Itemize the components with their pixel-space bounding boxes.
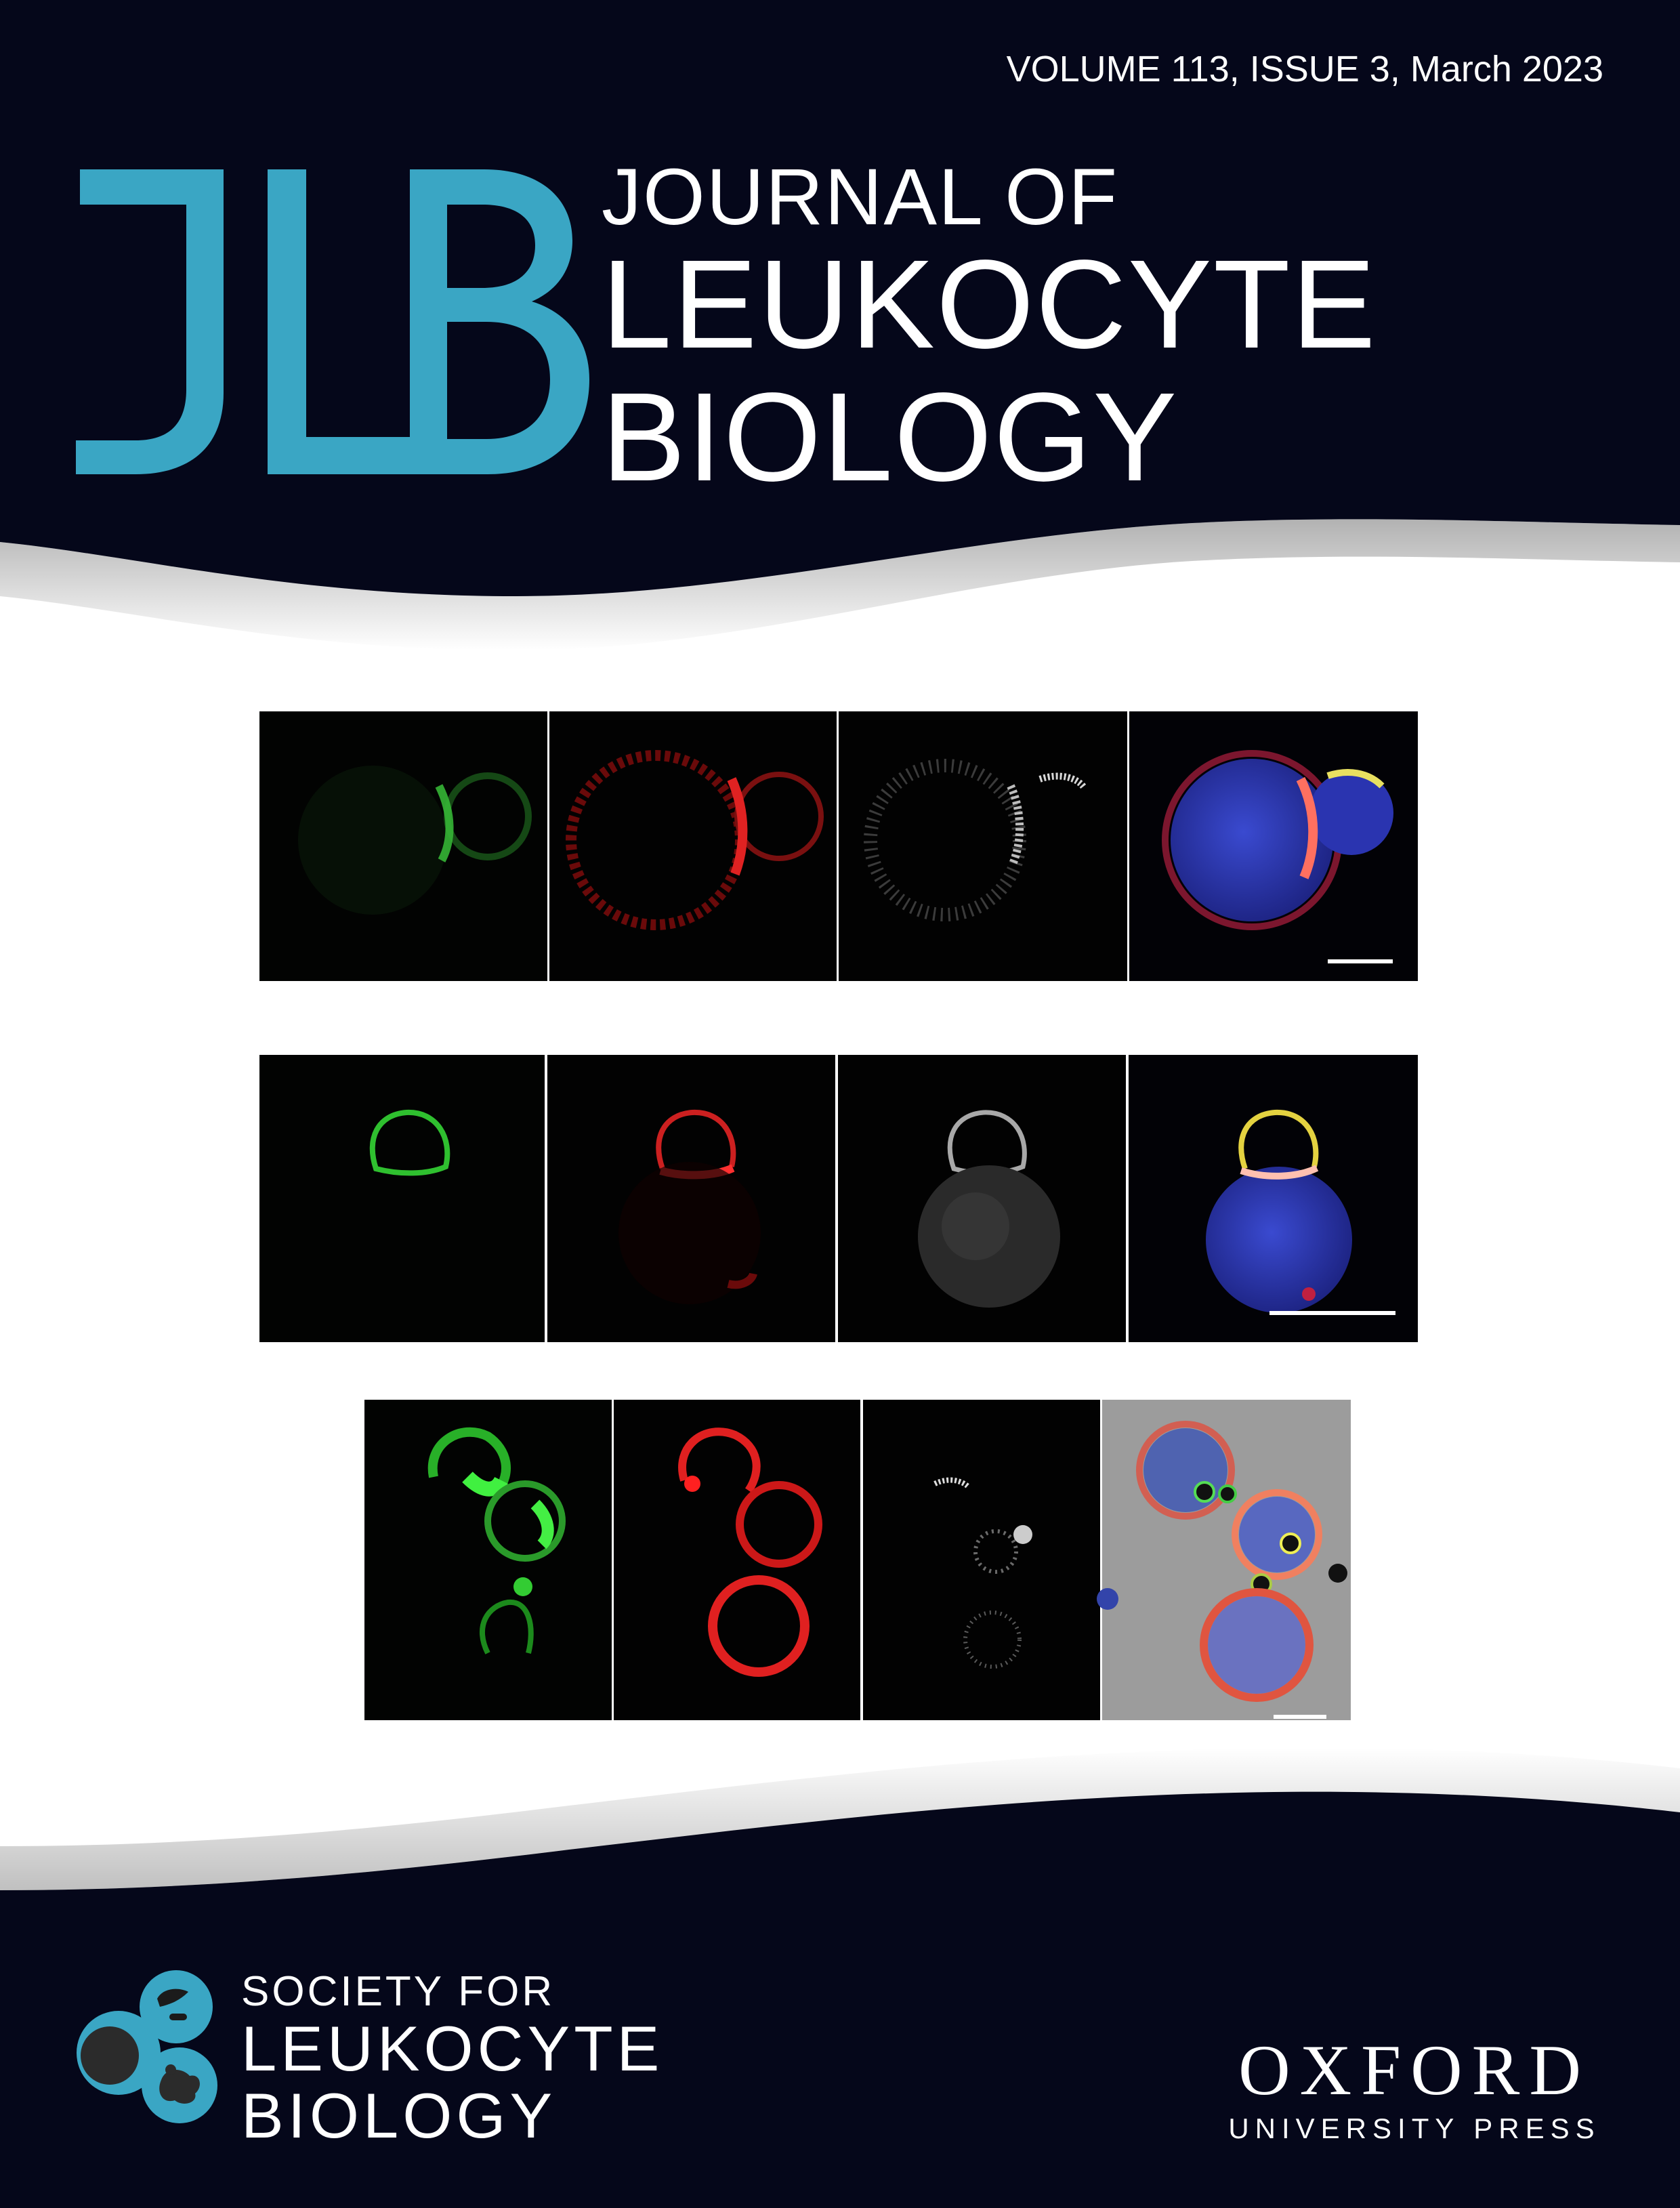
- society-circles-logo: [77, 1970, 217, 2123]
- panel-gray: [863, 1400, 1100, 1720]
- figure-row-3: [364, 1399, 1351, 1721]
- society-line-1: SOCIETY FOR: [241, 1968, 555, 2015]
- scale-bar: [1269, 1311, 1395, 1315]
- panel-red: [549, 711, 837, 981]
- panel-green: [259, 1055, 545, 1342]
- publisher-logo: OXFORD UNIVERSITY PRESS: [1225, 2033, 1604, 2149]
- scale-bar: [1274, 1715, 1326, 1719]
- panel-gray: [839, 711, 1127, 981]
- figure-row-2: [259, 1054, 1419, 1343]
- society-logo-text: SOCIETY FOR LEUKOCYTE BIOLOGY: [241, 1968, 663, 2150]
- journal-title: JOURNAL OF LEUKOCYTE BIOLOGY: [602, 154, 1377, 505]
- figure-row-1: [259, 711, 1419, 982]
- society-line-3: BIOLOGY: [241, 2080, 557, 2151]
- publisher-line-1: OXFORD: [1238, 2030, 1591, 2110]
- publisher-line-2: UNIVERSITY PRESS: [1228, 2112, 1601, 2144]
- society-line-2: LEUKOCYTE: [241, 2013, 664, 2084]
- jlb-logo: [76, 169, 589, 474]
- issue-line: VOLUME 113, ISSUE 3, March 2023: [1006, 49, 1603, 89]
- panel-red: [614, 1400, 860, 1720]
- panel-green: [364, 1400, 612, 1720]
- journal-title-line-1: JOURNAL OF: [602, 152, 1119, 242]
- journal-title-line-2: LEUKOCYTE: [602, 234, 1377, 375]
- scale-bar: [1328, 959, 1393, 963]
- journal-title-line-3: BIOLOGY: [602, 367, 1179, 507]
